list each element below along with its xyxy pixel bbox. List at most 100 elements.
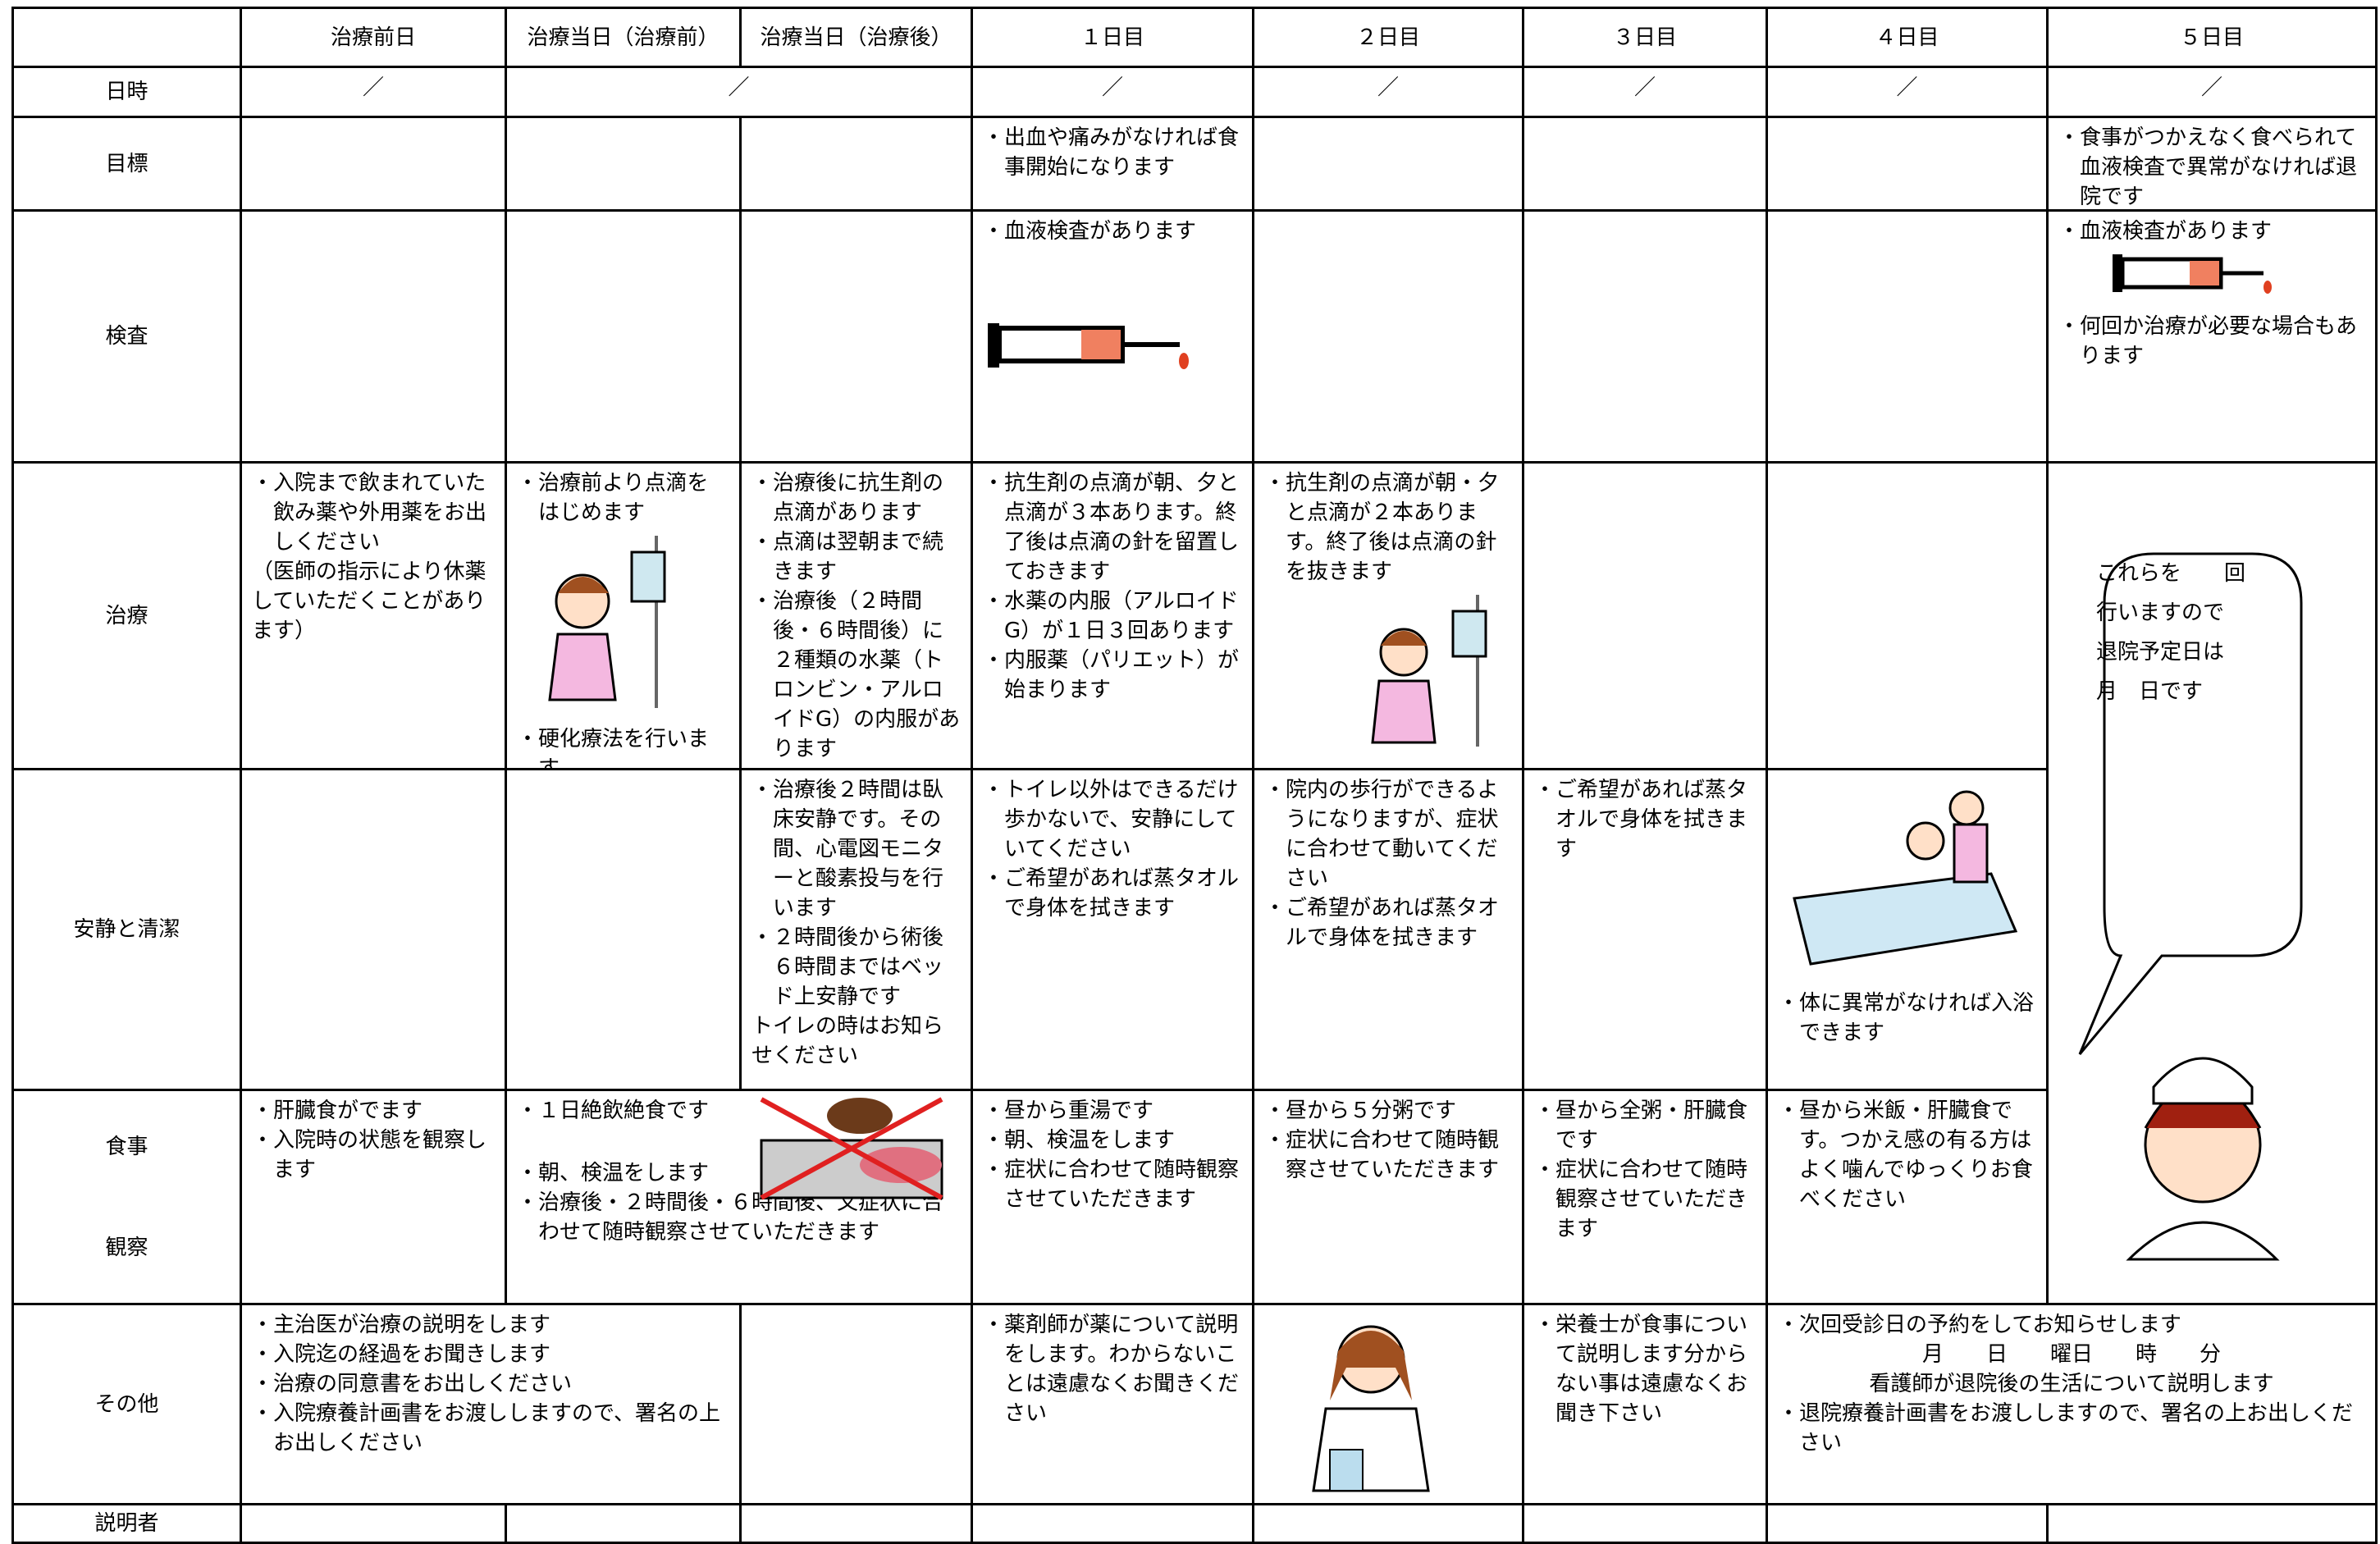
text-line: ・朝、検温をします — [983, 1128, 1176, 1153]
text-line: ／ — [1633, 75, 1656, 100]
text-line: ・主治医が治療の説明をします — [252, 1313, 551, 1337]
text-line: ・ご希望があれば蒸タオルで身体を拭きます — [1534, 778, 1748, 861]
text-line: ・治療後・２時間後・６時間後、又症状に合わせて随時観察させていただきます — [517, 1190, 944, 1245]
cell-text: 月 日 曜日 時 分看護師が退院後の生活について説明します — [1778, 1340, 2365, 1399]
text-line: ／ — [1896, 75, 1918, 100]
syringe-icon — [988, 323, 1189, 369]
pharmacist-icon — [1312, 1325, 1430, 1492]
text-line: ・水薬の内服（アルロイドG）が１日３回あります — [983, 589, 1239, 643]
cell-text: ・主治医が治療の説明をします ・入院迄の経過をお聞きします ・治療の同意書をお出しく… — [242, 1305, 739, 1503]
cell-text: ・１日絶飲絶食です — [517, 1096, 961, 1126]
text-line: ・次回受診日の予約をしてお知らせします — [1778, 1313, 2181, 1337]
text-line: ・入院迄の経過をお聞きします — [252, 1342, 551, 1367]
text-line: ・治療後２時間は臥床安静です。その間、心電図モニターと酸素投与を行います — [751, 778, 944, 920]
text-line: ・症状に合わせて随時観察させていただきます — [1534, 1158, 1748, 1241]
text-line: ・点滴は翌朝まで続きます — [751, 530, 944, 584]
col-header: ３日目 — [1612, 25, 1677, 50]
row-label: 食事 — [105, 1134, 148, 1159]
cell-text: ・栄養士が食事について説明します分からない事は遠慮なくお聞き下さい — [1524, 1305, 1766, 1503]
row-label: 安静と清潔 — [73, 917, 180, 942]
text-line: ・退院療養計画書をお渡ししますので、署名の上お出しください — [1778, 1401, 2353, 1455]
text-line: ・内服薬（パリエット）が始まります — [983, 648, 1240, 702]
row-label: 目標 — [105, 151, 148, 176]
row-label: 日時 — [105, 80, 148, 104]
text-line: ・治療の同意書をお出しください — [252, 1372, 573, 1396]
text-line: ・昼から全粥・肝臓食です — [1534, 1099, 1748, 1153]
cell-text: ・治療後に抗生剤の点滴があります ・点滴は翌朝まで続きます ・治療後（２時間後・６時… — [742, 464, 971, 768]
text-line: トイレの時はお知らせください — [751, 1014, 944, 1068]
text-line: ／ — [1377, 75, 1399, 100]
col-header: ４日目 — [1875, 25, 1939, 50]
text-line: 行いますので — [2096, 601, 2225, 625]
cell-text: ／ — [2049, 68, 2375, 116]
text-line: ・食事がつかえなく食べられて血液検査で異常がなければ退院です — [2058, 126, 2358, 209]
syringe-icon — [2113, 254, 2272, 294]
text-line: ・治療後に抗生剤の点滴があります — [751, 471, 944, 525]
text-line: ・薬剤師が薬について説明をします。わからないことは遠慮なくお聞きください — [983, 1313, 1240, 1426]
col-header: 治療前日 — [330, 25, 416, 50]
text-line: ・ご希望があれば蒸タオルで身体を拭きます — [1264, 896, 1500, 950]
text-line: これらを 回 — [2096, 561, 2246, 586]
text-line: ／ — [728, 75, 750, 100]
cell-text: ・硬化療法を行います — [517, 724, 729, 768]
cell-text: ・昼から重湯です ・朝、検温をします ・症状に合わせて随時観察させていただきます — [973, 1091, 1252, 1303]
text-line: 退院予定日は — [2096, 640, 2225, 665]
cell-text: ・院内の歩行ができるようになりますが、症状に合わせて動いてください ・ご希望があれ… — [1254, 770, 1522, 1089]
text-line: ・治療後（２時間後・６時間後）に２種類の水薬（トロンビン・アルロイドG）の内服が… — [751, 589, 961, 761]
cell-text: ・薬剤師が薬について説明をします。わからないことは遠慮なくお聞きください — [973, 1305, 1252, 1503]
cell-text: ・血液検査があります — [983, 217, 1242, 246]
cell-text: ・昼から米飯・肝臓食です。つかえ感の有る方はよく噛んでゆっくりお食べください — [1768, 1091, 2046, 1303]
text-line: ・１日絶飲絶食です — [517, 1099, 710, 1123]
text-line: ・朝、検温をします — [517, 1161, 710, 1185]
text-line: ・治療前より点滴をはじめます — [517, 471, 709, 525]
cell-text: ・朝、検温をします・治療後・２時間後・６時間後、又症状に合わせて随時観察させてい… — [517, 1158, 961, 1247]
text-line: ・院内の歩行ができるようになりますが、症状に合わせて動いてください — [1264, 778, 1499, 891]
cell-text: ・血液検査があります — [2058, 217, 2365, 246]
cell-text: ・昼から５分粥です ・症状に合わせて随時観察させていただきます — [1254, 1091, 1522, 1303]
cell-text: ・何回か治療が必要な場合もあります — [2058, 312, 2365, 371]
text-line: ・トイレ以外はできるだけ歩かないで、安静にしていてください — [983, 778, 1239, 861]
text-line: 看護師が退院後の生活について説明します — [1869, 1372, 2274, 1396]
cell-text: ・食事がつかえなく食べられて血液検査で異常がなければ退院です — [2049, 118, 2375, 209]
cell-text: ・治療前より点滴をはじめます — [517, 468, 729, 528]
text-line: ・肝臓食がでます — [252, 1099, 423, 1123]
bath-icon — [1793, 790, 2018, 966]
col-header: １日目 — [1080, 25, 1144, 50]
text-line: 月 日です — [2096, 679, 2204, 704]
text-line: ／ — [362, 75, 384, 100]
cell-text: ・体に異常がなければ入浴できます — [1778, 989, 2036, 1048]
text-line: ・入院まで飲まれていた飲み薬や外用薬をお出しください — [252, 471, 487, 555]
row-label: 観察 — [105, 1235, 148, 1260]
text-line: ／ — [1101, 75, 1123, 100]
cell-text: ／ — [507, 68, 971, 116]
speech-bubble — [2078, 552, 2303, 1261]
cell-text: ・肝臓食がでます ・入院時の状態を観察します — [242, 1091, 505, 1303]
nurse-iv-icon — [548, 536, 666, 708]
row-label: その他 — [94, 1391, 159, 1417]
text-line: ・出血や痛みがなければ食事開始になります — [983, 126, 1240, 180]
text-line: ・血液検査があります — [983, 219, 1197, 244]
cell-text: ・抗生剤の点滴が朝、夕と点滴が３本あります。終了後は点滴の針を留置しておきます・… — [973, 464, 1252, 768]
cell-text: ・昼から全粥・肝臓食です ・症状に合わせて随時観察させていただきます — [1524, 1091, 1766, 1303]
text-line: 月 日 曜日 時 分 — [1921, 1342, 2221, 1367]
text-line: ・入院療養計画書をお渡ししますので、署名の上お出しください — [252, 1401, 720, 1455]
text-line: ・栄養士が食事について説明します分からない事は遠慮なくお聞き下さい — [1534, 1313, 1748, 1426]
text-line: ・硬化療法を行います — [517, 727, 710, 768]
text-line: ・体に異常がなければ入浴できます — [1778, 991, 2035, 1045]
cell-text: ・出血や痛みがなければ食事開始になります — [973, 118, 1252, 209]
text-line: ・昼から５分粥です — [1264, 1099, 1457, 1123]
cell-text: ／ — [1768, 68, 2046, 116]
text-line: ・２時間後から術後６時間まではベッド上安静です — [751, 925, 944, 1009]
cell-text: ・抗生剤の点滴が朝・夕と点滴が２本あります。終了後は点滴の針を抜きます — [1264, 468, 1512, 587]
no-food-icon — [760, 1097, 943, 1200]
text-line: ・何回か治療が必要な場合もあります — [2058, 314, 2358, 368]
cell-text: ・次回受診日の予約をしてお知らせします — [1778, 1310, 2365, 1340]
text-line: ・抗生剤の点滴が朝・夕と点滴が２本あります。終了後は点滴の針を抜きます — [1264, 471, 1500, 584]
col-header: ２日目 — [1355, 25, 1420, 50]
text-line: ・昼から米飯・肝臓食です。つかえ感の有る方はよく噛んでゆっくりお食べください — [1778, 1099, 2033, 1212]
cell-text: ・ご希望があれば蒸タオルで身体を拭きます — [1524, 770, 1766, 1089]
text-line: ・昼から重湯です — [983, 1099, 1154, 1123]
cell-text: ・入院まで飲まれていた飲み薬や外用薬をお出しください （医師の指示により休薬してい… — [242, 464, 505, 768]
cell-text: ・トイレ以外はできるだけ歩かないで、安静にしていてください ・ご希望があれば蒸タオ… — [973, 770, 1252, 1089]
